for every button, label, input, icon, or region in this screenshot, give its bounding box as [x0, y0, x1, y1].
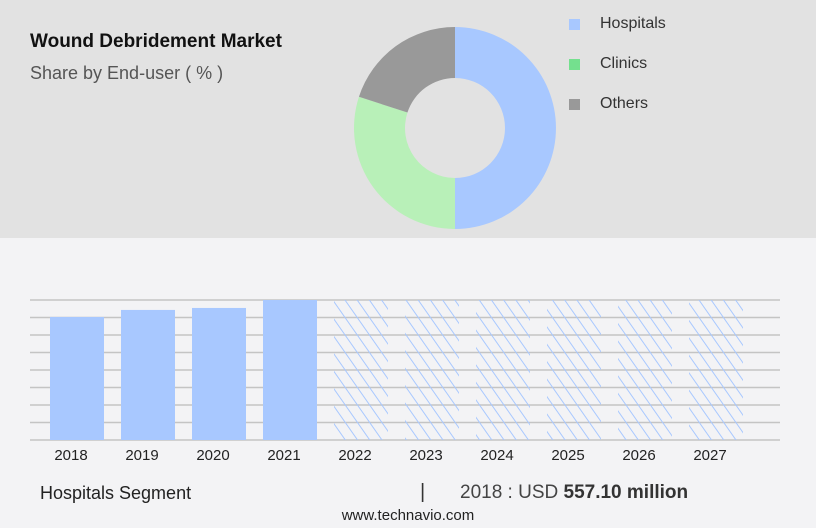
bar-forecast-2025: [547, 300, 601, 440]
donut-chart: [353, 27, 556, 230]
donut-slice-hospitals: [455, 27, 556, 229]
x-tick-label: 2026: [622, 447, 655, 464]
segment-label: Hospitals Segment: [40, 483, 192, 503]
donut-slice-clinics: [353, 96, 455, 230]
value-label: 557.10 million: [563, 482, 689, 503]
legend-swatch: [569, 58, 580, 70]
x-tick-label: 2025: [551, 447, 584, 464]
x-tick-label: 2027: [693, 447, 726, 464]
bar-forecast-2023: [405, 300, 459, 440]
bar-2020: [192, 307, 246, 440]
x-tick-label: 2023: [409, 447, 442, 464]
legend-swatch: [569, 18, 580, 30]
year-label: 2018 : USD: [460, 482, 564, 503]
segment-value: 2018 : USD 557.10 million: [460, 482, 688, 504]
donut-slice-others: [358, 27, 455, 113]
x-tick-label: 2019: [125, 447, 158, 464]
legend-label: Others: [600, 95, 649, 112]
x-tick-label: 2018: [54, 447, 87, 464]
x-tick-label: 2021: [267, 447, 300, 464]
bar-forecast-2022: [334, 300, 388, 440]
legend-item-clinics: Clinics: [569, 55, 647, 73]
chart-subtitle: Share by End-user ( % ): [30, 63, 224, 83]
bar-forecast-2024: [476, 300, 530, 440]
bar-forecast-2026: [618, 300, 672, 440]
bar-2018: [50, 316, 104, 440]
chart-title: Wound Debridement Market: [30, 31, 282, 52]
legend-swatch: [569, 98, 580, 110]
legend-label: Clinics: [600, 55, 648, 72]
bar-2019: [121, 309, 175, 440]
legend-label: Hospitals: [600, 15, 666, 32]
bar-2021: [263, 300, 317, 440]
x-tick-label: 2020: [196, 447, 229, 464]
bar-forecast-2027: [689, 300, 743, 440]
x-tick-label: 2024: [480, 447, 513, 464]
footer-separator: |: [420, 481, 426, 503]
x-tick-label: 2022: [338, 447, 371, 464]
legend-item-hospitals: Hospitals: [569, 15, 666, 33]
legend-item-others: Others: [569, 95, 648, 113]
site-url: www.technavio.com: [341, 507, 475, 524]
